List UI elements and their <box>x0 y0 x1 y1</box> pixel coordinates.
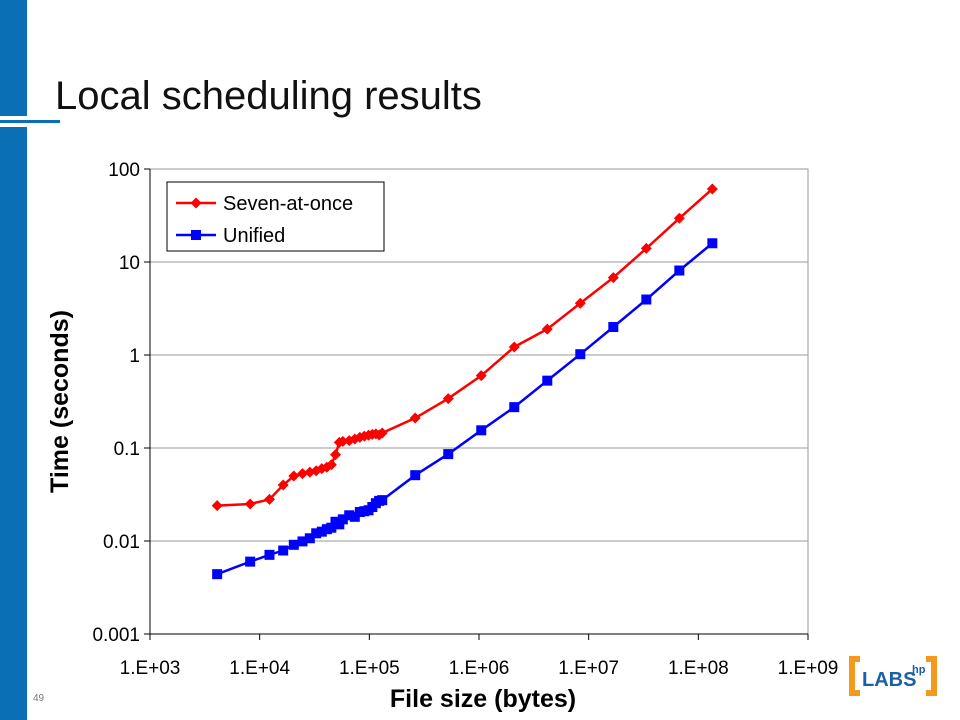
data-point <box>316 526 327 537</box>
data-point <box>211 500 223 512</box>
data-point <box>212 569 223 580</box>
data-point <box>349 511 360 522</box>
y-tick-label: 10 <box>119 253 140 274</box>
legend-marker <box>191 230 201 240</box>
hp-labs-logo: LABS hp <box>849 656 937 696</box>
data-point <box>376 427 388 439</box>
x-tick-label: 1.E+08 <box>668 658 729 679</box>
data-point <box>297 536 308 547</box>
data-point <box>640 242 652 254</box>
legend-label: Unified <box>223 225 285 247</box>
data-point <box>575 349 586 360</box>
data-point <box>304 533 315 544</box>
data-point <box>296 468 308 480</box>
data-point <box>330 449 342 461</box>
x-tick-label: 1.E+04 <box>229 658 290 679</box>
y-axis-title: Time (seconds) <box>46 310 74 493</box>
data-point <box>641 294 652 305</box>
data-point <box>264 549 275 560</box>
data-point <box>476 425 487 436</box>
data-point <box>245 556 256 567</box>
data-point <box>288 539 299 550</box>
y-tick-label: 100 <box>108 160 140 181</box>
x-tick-label: 1.E+06 <box>449 658 510 679</box>
accent-bar-bottom <box>0 127 27 720</box>
x-axis-title: File size (bytes) <box>390 685 576 713</box>
accent-bar-top <box>0 0 27 116</box>
y-tick-label: 0.001 <box>92 625 140 646</box>
data-point <box>278 545 289 556</box>
data-point <box>574 297 586 309</box>
data-point <box>674 265 685 276</box>
x-tick-label: 1.E+07 <box>558 658 619 679</box>
title-rule <box>0 120 60 123</box>
logo-left-bracket <box>849 656 860 696</box>
y-tick-label: 0.1 <box>114 439 140 460</box>
data-point <box>443 449 454 460</box>
data-point <box>326 522 337 533</box>
data-point <box>608 322 619 333</box>
legend-marker <box>190 197 202 209</box>
legend-label: Seven-at-once <box>223 193 353 215</box>
legend-box <box>166 181 385 252</box>
y-tick-label: 1 <box>129 346 140 367</box>
logo-right-bracket <box>926 656 937 696</box>
data-point <box>334 519 345 530</box>
data-point <box>673 212 685 224</box>
data-point <box>263 493 275 505</box>
data-point <box>541 323 553 335</box>
data-point <box>542 375 553 386</box>
data-point <box>337 514 348 525</box>
data-point <box>707 238 718 249</box>
data-point <box>244 498 256 510</box>
data-point <box>607 272 619 284</box>
data-point <box>325 459 337 471</box>
data-point <box>706 183 718 195</box>
x-tick-label: 1.E+05 <box>339 658 400 679</box>
data-point <box>277 479 289 491</box>
data-point <box>337 435 349 447</box>
data-point <box>410 470 421 481</box>
data-point <box>288 470 300 482</box>
logo-text: LABS <box>862 669 916 691</box>
data-point <box>509 402 520 413</box>
y-tick-label: 0.01 <box>103 532 140 553</box>
data-point <box>377 495 388 506</box>
page-number: 49 <box>33 693 45 704</box>
series-line-unified <box>216 242 714 576</box>
data-point <box>344 510 355 521</box>
data-point <box>409 412 421 424</box>
data-point <box>442 393 454 405</box>
logo-superscript: hp <box>912 664 926 676</box>
slide-title: Local scheduling results <box>55 74 482 118</box>
x-tick-label: 1.E+03 <box>120 658 181 679</box>
data-point <box>475 370 487 382</box>
x-tick-label: 1.E+09 <box>778 658 839 679</box>
data-point <box>508 341 520 353</box>
data-point <box>311 528 322 539</box>
